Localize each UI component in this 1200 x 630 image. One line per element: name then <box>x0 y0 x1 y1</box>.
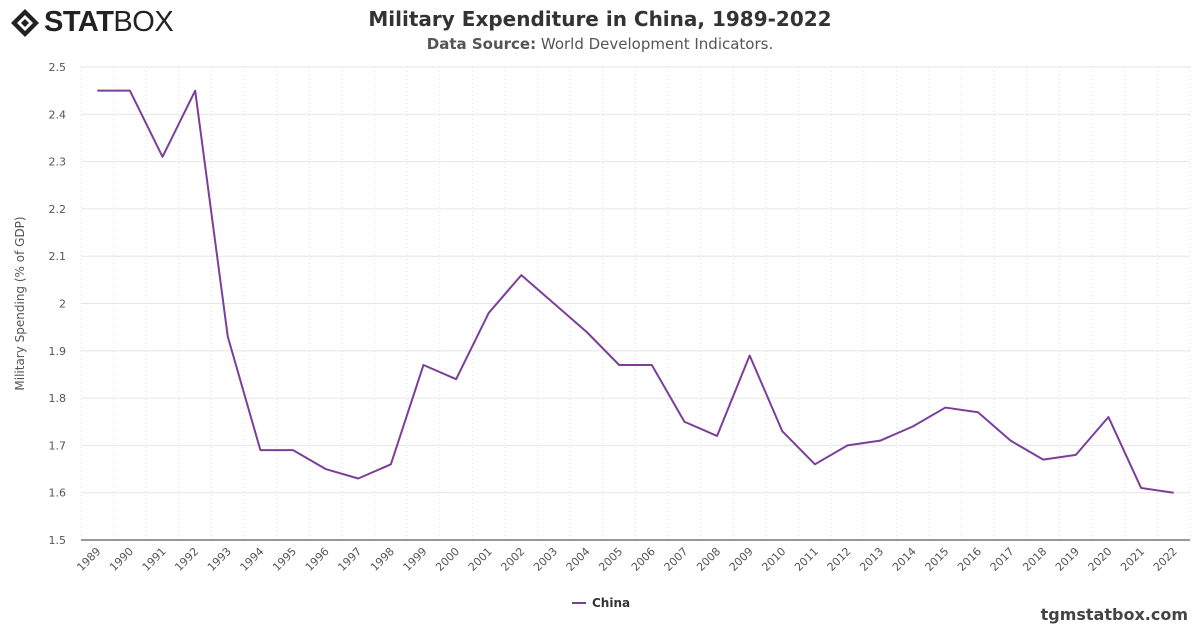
y-tick-label: 2.1 <box>49 250 67 263</box>
x-tick-label: 2020 <box>1086 545 1115 574</box>
x-tick-label: 2014 <box>890 545 919 574</box>
x-tick-label: 2000 <box>433 545 462 574</box>
y-axis-title: Military Spending (% of GDP) <box>13 216 27 390</box>
x-tick-label: 1993 <box>205 545 234 574</box>
x-tick-label: 1999 <box>401 545 430 574</box>
x-tick-label: 2013 <box>857 545 886 574</box>
source-value: World Development Indicators. <box>536 35 774 53</box>
y-tick-label: 1.5 <box>49 534 67 547</box>
y-tick-label: 2.2 <box>49 203 67 216</box>
y-tick-label: 1.9 <box>49 345 67 358</box>
x-tick-label: 2012 <box>825 545 854 574</box>
x-tick-label: 2002 <box>498 545 527 574</box>
x-tick-label: 1992 <box>172 545 201 574</box>
x-tick-label: 2008 <box>694 545 723 574</box>
legend-label: China <box>592 596 630 610</box>
site-footer: tgmstatbox.com <box>1040 605 1188 624</box>
x-tick-label: 2011 <box>792 545 821 574</box>
y-tick-label: 2.4 <box>49 108 67 121</box>
source-label: Data Source: <box>426 35 537 53</box>
x-tick-label: 1995 <box>270 545 299 574</box>
y-tick-label: 2 <box>59 298 66 311</box>
x-tick-label: 2019 <box>1053 545 1082 574</box>
x-tick-label: 1994 <box>238 545 267 574</box>
x-tick-label: 2022 <box>1151 545 1180 574</box>
logo-bold: STAT <box>44 6 114 38</box>
x-tick-label: 2015 <box>922 545 951 574</box>
diamond-logo-icon <box>11 8 39 37</box>
x-tick-label: 2004 <box>564 545 593 574</box>
x-tick-label: 2021 <box>1118 545 1147 574</box>
x-tick-label: 2003 <box>531 545 560 574</box>
x-tick-label: 1997 <box>335 545 364 574</box>
x-tick-label: 2016 <box>955 545 984 574</box>
x-tick-label: 2009 <box>727 545 756 574</box>
x-tick-label: 1991 <box>140 545 169 574</box>
x-tick-label: 2001 <box>466 545 495 574</box>
x-tick-label: 1998 <box>368 545 397 574</box>
x-tick-label: 2005 <box>596 545 625 574</box>
chart-subtitle: Data Source: World Development Indicator… <box>0 35 1200 53</box>
statbox-logo: STATBOX <box>10 6 174 39</box>
x-tick-label: 1989 <box>74 545 103 574</box>
x-tick-label: 1996 <box>303 545 332 574</box>
y-tick-label: 1.6 <box>49 487 67 500</box>
logo-light: BOX <box>113 6 174 38</box>
series-line-china <box>97 89 1174 494</box>
x-tick-label: 2006 <box>629 545 658 574</box>
y-tick-label: 2.5 <box>49 61 67 74</box>
x-tick-label: 2007 <box>662 545 691 574</box>
y-tick-label: 1.8 <box>49 392 67 405</box>
y-tick-label: 1.7 <box>49 439 67 452</box>
x-tick-label: 1990 <box>107 545 136 574</box>
y-tick-label: 2.3 <box>49 156 67 169</box>
x-tick-label: 2017 <box>988 545 1017 574</box>
x-tick-label: 2010 <box>759 545 788 574</box>
x-tick-label: 2018 <box>1020 545 1049 574</box>
chart-title: Military Expenditure in China, 1989-2022 <box>368 7 832 31</box>
